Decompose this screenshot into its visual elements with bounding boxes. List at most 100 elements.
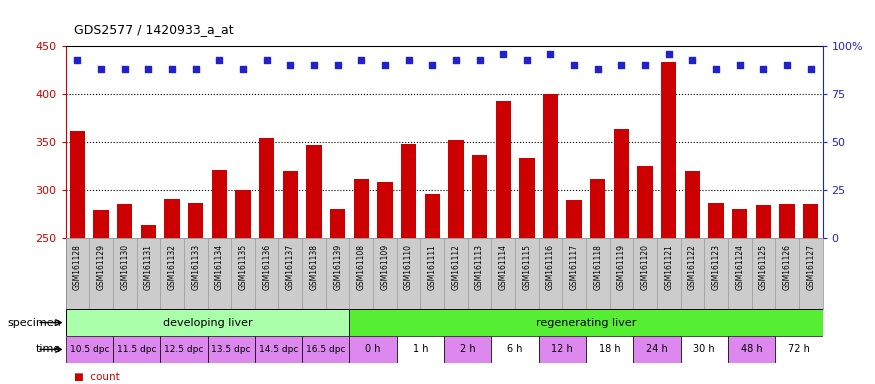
Point xyxy=(307,62,321,68)
Text: 24 h: 24 h xyxy=(646,344,668,354)
Point xyxy=(803,66,817,72)
Bar xyxy=(207,336,255,363)
Text: GSM161133: GSM161133 xyxy=(192,244,200,290)
Bar xyxy=(306,145,322,238)
Text: 1 h: 1 h xyxy=(413,344,428,354)
Bar xyxy=(662,62,676,238)
Text: 16.5 dpc: 16.5 dpc xyxy=(306,345,346,354)
Point xyxy=(756,66,770,72)
Text: GSM161128: GSM161128 xyxy=(73,244,82,290)
Point xyxy=(496,51,510,57)
Bar xyxy=(212,170,227,238)
Text: 10.5 dpc: 10.5 dpc xyxy=(69,345,109,354)
Point xyxy=(638,62,652,68)
Bar xyxy=(113,336,160,363)
Bar xyxy=(732,209,747,238)
Point xyxy=(378,62,392,68)
Text: 30 h: 30 h xyxy=(693,344,715,354)
Point xyxy=(543,51,557,57)
Text: GSM161130: GSM161130 xyxy=(120,244,130,290)
Bar xyxy=(377,182,393,238)
Bar xyxy=(235,190,251,238)
Bar xyxy=(141,225,156,238)
Point xyxy=(449,56,463,63)
Point xyxy=(165,66,179,72)
Bar xyxy=(539,336,586,363)
Bar xyxy=(542,94,558,238)
Text: GSM161124: GSM161124 xyxy=(735,244,745,290)
Bar xyxy=(424,194,440,238)
Text: 6 h: 6 h xyxy=(507,344,522,354)
Text: 14.5 dpc: 14.5 dpc xyxy=(259,345,298,354)
Text: GSM161126: GSM161126 xyxy=(782,244,792,290)
Point xyxy=(614,62,628,68)
Point xyxy=(354,56,368,63)
Bar xyxy=(472,155,487,238)
Bar xyxy=(66,336,113,363)
Bar xyxy=(709,203,724,238)
Bar xyxy=(255,336,302,363)
Point xyxy=(473,56,487,63)
Text: GSM161127: GSM161127 xyxy=(806,244,816,290)
Text: GSM161135: GSM161135 xyxy=(239,244,248,290)
Bar xyxy=(637,166,653,238)
Text: GSM161112: GSM161112 xyxy=(452,244,460,290)
Point xyxy=(402,56,416,63)
Bar xyxy=(519,158,535,238)
Bar xyxy=(160,336,207,363)
Text: GSM161137: GSM161137 xyxy=(286,244,295,290)
Point xyxy=(189,66,203,72)
Bar xyxy=(70,131,85,238)
Point xyxy=(662,51,676,57)
Point xyxy=(732,62,746,68)
Point xyxy=(520,56,534,63)
Text: GSM161111: GSM161111 xyxy=(428,244,437,290)
Text: 12.5 dpc: 12.5 dpc xyxy=(164,345,204,354)
Bar xyxy=(444,336,492,363)
Point xyxy=(591,66,605,72)
Bar xyxy=(685,171,700,238)
Bar xyxy=(188,203,203,238)
Bar xyxy=(66,309,349,336)
Text: GSM161138: GSM161138 xyxy=(310,244,318,290)
Text: time: time xyxy=(36,344,61,354)
Bar xyxy=(613,129,629,238)
Bar xyxy=(330,209,346,238)
Text: GSM161113: GSM161113 xyxy=(475,244,484,290)
Text: GSM161109: GSM161109 xyxy=(381,244,389,290)
Bar xyxy=(396,336,444,363)
Point xyxy=(780,62,794,68)
Text: 13.5 dpc: 13.5 dpc xyxy=(212,345,251,354)
Point xyxy=(71,56,85,63)
Bar xyxy=(283,171,298,238)
Text: 48 h: 48 h xyxy=(741,344,762,354)
Bar xyxy=(302,336,349,363)
Bar xyxy=(566,200,582,238)
Point xyxy=(685,56,699,63)
Bar xyxy=(728,336,775,363)
Bar xyxy=(354,179,369,238)
Text: 12 h: 12 h xyxy=(551,344,573,354)
Text: GSM161119: GSM161119 xyxy=(617,244,626,290)
Bar xyxy=(117,204,132,238)
Text: 18 h: 18 h xyxy=(598,344,620,354)
Point xyxy=(284,62,298,68)
Bar xyxy=(492,336,539,363)
Text: GSM161110: GSM161110 xyxy=(404,244,413,290)
Text: GSM161129: GSM161129 xyxy=(96,244,106,290)
Bar xyxy=(349,336,396,363)
Text: GSM161121: GSM161121 xyxy=(664,244,673,290)
Bar xyxy=(448,140,464,238)
Text: 72 h: 72 h xyxy=(788,344,809,354)
Text: GSM161117: GSM161117 xyxy=(570,244,578,290)
Bar xyxy=(259,138,275,238)
Bar xyxy=(586,336,634,363)
Point xyxy=(260,56,274,63)
Bar xyxy=(495,101,511,238)
Bar xyxy=(775,336,822,363)
Point xyxy=(118,66,132,72)
Text: GSM161115: GSM161115 xyxy=(522,244,531,290)
Text: ■  count: ■ count xyxy=(74,372,120,382)
Text: GDS2577 / 1420933_a_at: GDS2577 / 1420933_a_at xyxy=(74,23,234,36)
Text: GSM161118: GSM161118 xyxy=(593,244,602,290)
